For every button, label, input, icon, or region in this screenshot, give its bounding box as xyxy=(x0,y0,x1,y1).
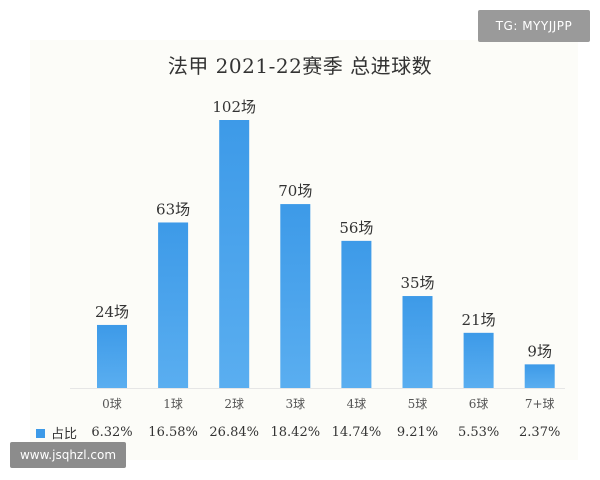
bar-value-label-5: 35场 xyxy=(400,274,434,292)
bar-3 xyxy=(280,204,311,388)
bar-0 xyxy=(97,324,127,388)
watermark-top-badge: TG: MYYJJPP xyxy=(478,10,590,42)
x-tick-label-2: 2球 xyxy=(224,397,244,411)
bar-5 xyxy=(402,296,433,388)
share-label-1: 16.58% xyxy=(148,425,198,440)
bar-value-label-3: 70场 xyxy=(278,182,312,200)
x-tick-label-4: 4球 xyxy=(347,397,367,411)
bar-value-label-6: 21场 xyxy=(462,311,496,329)
share-label-3: 18.42% xyxy=(271,425,321,440)
x-tick-label-3: 3球 xyxy=(285,397,305,411)
bar-2 xyxy=(219,120,250,388)
bar-value-label-4: 56场 xyxy=(339,219,373,237)
bar-6 xyxy=(463,332,494,388)
bar-value-label-0: 24场 xyxy=(95,303,129,321)
bar-value-label-1: 63场 xyxy=(156,200,190,218)
share-label-6: 5.53% xyxy=(458,425,499,440)
chart-title: 法甲 2021-22赛季 总进球数 xyxy=(167,54,433,78)
share-label-5: 9.21% xyxy=(397,425,438,440)
bar-1 xyxy=(158,222,189,388)
share-label-0: 6.32% xyxy=(91,425,132,440)
share-label-2: 26.84% xyxy=(209,425,259,440)
bar-7 xyxy=(524,364,555,388)
x-tick-label-0: 0球 xyxy=(102,397,122,411)
bar-4 xyxy=(341,240,372,388)
x-tick-label-6: 6球 xyxy=(469,397,489,411)
legend-swatch xyxy=(36,429,45,438)
legend: 占比 xyxy=(36,423,77,442)
x-tick-label-7: 7+球 xyxy=(525,397,555,411)
x-tick-label-5: 5球 xyxy=(408,397,428,411)
share-label-7: 2.37% xyxy=(519,425,560,440)
legend-label: 占比 xyxy=(51,427,78,442)
bar-value-label-7: 9场 xyxy=(527,342,552,360)
x-tick-label-1: 1球 xyxy=(163,397,183,411)
share-label-4: 14.74% xyxy=(332,425,382,440)
watermark-bottom-badge: www.jsqhzl.com xyxy=(10,442,126,468)
bar-value-label-2: 102场 xyxy=(212,98,256,116)
